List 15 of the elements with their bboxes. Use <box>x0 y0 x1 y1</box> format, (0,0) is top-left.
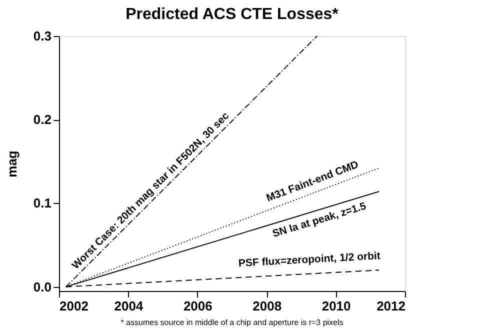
y-tick-label: 0.1 <box>33 196 52 211</box>
x-tick-label: 2004 <box>114 298 144 314</box>
x-tick-label: 2008 <box>252 298 282 314</box>
x-tick-label: 2006 <box>183 298 212 314</box>
y-tick-label: 0.2 <box>33 112 52 128</box>
x-tick-label: 2002 <box>60 298 88 314</box>
x-tick-label: 2012 <box>376 298 406 314</box>
y-tick-label: 0.0 <box>33 279 52 294</box>
chart-title: Predicted ACS CTE Losses* <box>126 6 340 23</box>
y-axis-title: mag <box>4 150 20 178</box>
x-tick-label: 2010 <box>322 298 351 314</box>
series-label: PSF flux=zeropoint, 1/2 orbit <box>238 250 382 270</box>
y-tick-label: 0.3 <box>33 28 52 44</box>
text: * assumes source in middle of a chip and aperture is r=3 pixels <box>120 318 344 327</box>
text: SN Ia at peak, z=1.5 <box>271 200 368 240</box>
